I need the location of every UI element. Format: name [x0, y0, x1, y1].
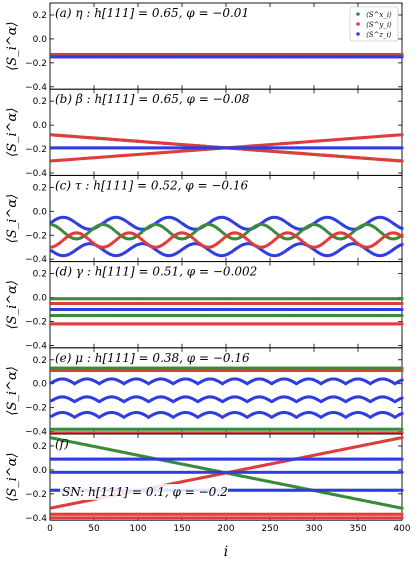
legend-entry: ⟨S^z_i⟩ [366, 31, 392, 39]
legend-frame [349, 6, 399, 42]
data-point [400, 307, 404, 312]
y-tick-label: −0.4 [25, 341, 47, 351]
legend-entry: ⟨S^y_i⟩ [366, 21, 392, 29]
data-point [400, 301, 404, 306]
y-tick-label: 0.2 [33, 11, 47, 21]
panel-title: (b) β : h[111] = 0.65, φ = −0.08 [55, 92, 250, 106]
y-axis-label: ⟨S_i^α⟩ [5, 280, 20, 329]
data-point [400, 411, 404, 416]
y-axis-label: ⟨S_i^α⟩ [5, 366, 20, 415]
series-z-2 [50, 377, 404, 419]
y-tick-label: −0.2 [25, 317, 47, 327]
series-z-2 [50, 55, 404, 59]
y-tick-label: 0.0 [33, 207, 48, 217]
y-tick-label: −0.2 [25, 231, 47, 241]
data-point [400, 226, 404, 231]
series-y-1 [50, 301, 404, 326]
panel-5: −0.4−0.20.00.20 50 100 150 200 250 300 350 400⟨S… [5, 433, 411, 534]
panel-1: −0.4 −0.2 0.0 0.2 ⟨S_i^α⟩ (b) β : h[111] = 0.… [5, 88, 404, 179]
y-tick-label: 0.2 [33, 183, 47, 193]
data-point [400, 146, 404, 150]
legend-marker [356, 32, 360, 36]
legend-marker [356, 12, 360, 16]
panel-3: −0.4 −0.2 0.0 0.2 ⟨S_i^α⟩ (d) γ : h[111] = 0.… [5, 261, 404, 351]
data-point [400, 133, 404, 137]
panel-0: −0.4 −0.2 0.0 0.2 ⟨S_i^α⟩ (a) η : h[111] = 0.… [5, 2, 404, 93]
y-tick-label: 0.0 [33, 35, 48, 45]
data-point [400, 242, 404, 247]
y-tick-label: 0.0 [33, 294, 48, 304]
data-point [400, 368, 404, 373]
y-axis-label: ⟨S_i^α⟩ [5, 21, 20, 70]
y-axis-label: ⟨S_i^α⟩ [5, 108, 20, 157]
series-z-2 [50, 307, 404, 312]
series-z-3 [50, 146, 404, 150]
y-tick-label: 0.2 [33, 97, 47, 107]
legend-marker [356, 22, 360, 26]
series-x-0 [50, 297, 404, 318]
y-tick-label: −0.4 [25, 169, 47, 179]
data-point [400, 378, 404, 382]
y-tick-label: 0.0 [33, 380, 48, 390]
y-tick-label: 0.0 [33, 121, 48, 131]
panel-title: (d) γ : h[111] = 0.51, φ = −0.002 [55, 265, 257, 279]
data-point [400, 322, 404, 326]
legend-entry: ⟨S^x_i⟩ [366, 11, 392, 19]
y-tick-label: −0.2 [25, 59, 47, 69]
data-point [400, 396, 404, 400]
y-tick-label: 0.2 [33, 270, 47, 280]
data-point [400, 427, 404, 431]
panel-title: (a) η : h[111] = 0.65, φ = −0.01 [55, 6, 249, 20]
data-point [400, 313, 404, 318]
y-tick-label: −0.4 [25, 428, 47, 438]
y-tick-label: 0.2 [33, 356, 47, 366]
panel-title: (e) μ : h[111] = 0.38, φ = −0.16 [55, 351, 250, 365]
series-y-1 [50, 368, 404, 435]
data-point [400, 234, 404, 239]
series-z-1 [50, 242, 404, 258]
y-tick-label: −0.4 [25, 83, 47, 93]
y-tick-label: −0.2 [25, 145, 47, 155]
panel-2: −0.4 −0.2 0.0 0.2 ⟨S_i^α⟩ (c) τ : h[111] = 0.… [5, 174, 404, 265]
panel-title: (c) τ : h[111] = 0.52, φ = −0.16 [55, 178, 248, 192]
y-tick-label: −0.4 [25, 255, 47, 265]
panel-4: −0.4 −0.2 0.0 0.2 ⟨S_i^α⟩ (e) μ : h[111] = 0.… [5, 347, 404, 438]
data-point [400, 55, 404, 59]
legend: ⟨S^x_i⟩ ⟨S^y_i⟩ ⟨S^z_i⟩ [349, 6, 399, 42]
y-axis-label: ⟨S_i^α⟩ [5, 194, 20, 243]
data-point [400, 159, 404, 163]
data-point [400, 297, 404, 301]
y-tick-label: −0.2 [25, 404, 47, 414]
